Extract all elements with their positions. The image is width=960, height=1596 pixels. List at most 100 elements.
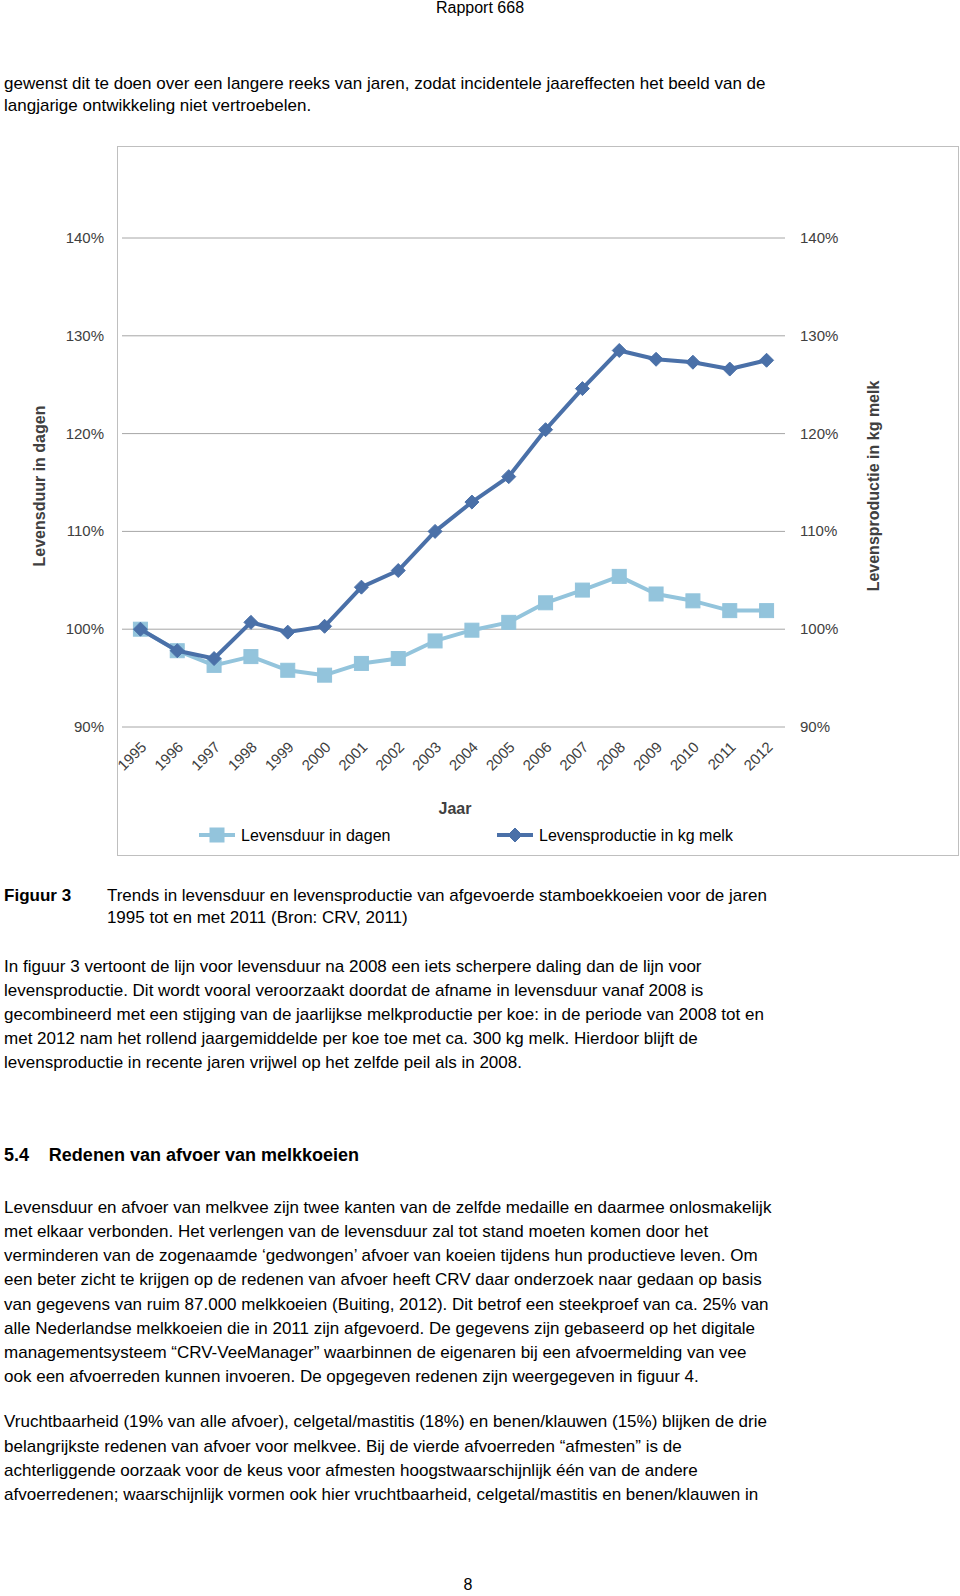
data-point bbox=[465, 623, 479, 637]
data-point bbox=[723, 362, 737, 376]
y-tick-label: 120% bbox=[66, 425, 104, 442]
text-line: In figuur 3 vertoont de lijn voor levens… bbox=[4, 957, 701, 977]
x-tick-label: 2009 bbox=[630, 738, 666, 774]
x-tick-label: 1997 bbox=[188, 738, 224, 774]
text-line: 1995 tot en met 2011 (Bron: CRV, 2011) bbox=[107, 908, 408, 928]
data-point bbox=[281, 625, 295, 639]
text-line: belangrijkste redenen van afvoer voor me… bbox=[4, 1437, 682, 1457]
data-point bbox=[612, 569, 626, 583]
text-line: met elkaar verbonden. Het verlengen van … bbox=[4, 1222, 708, 1242]
page-number: 8 bbox=[0, 1575, 936, 1595]
legend-marker bbox=[508, 828, 522, 842]
x-tick-label: 1996 bbox=[151, 738, 187, 774]
grid-line bbox=[122, 433, 785, 434]
grid-line bbox=[122, 531, 785, 532]
section-number: 5.4 bbox=[4, 1145, 29, 1165]
data-point bbox=[502, 615, 516, 629]
x-tick-label: 2003 bbox=[409, 738, 445, 774]
x-tick-label: 2002 bbox=[372, 738, 408, 774]
data-point bbox=[354, 656, 368, 670]
grid-line bbox=[122, 238, 785, 239]
data-point bbox=[170, 644, 184, 658]
legend-label: Levensproductie in kg melk bbox=[539, 827, 734, 844]
data-point bbox=[649, 587, 663, 601]
data-point bbox=[207, 652, 221, 666]
y-tick-label: 90% bbox=[74, 718, 104, 735]
text-line: alle Nederlandse melkkoeien die in 2011 … bbox=[4, 1319, 755, 1339]
x-tick-label: 2011 bbox=[704, 738, 739, 773]
legend-marker bbox=[210, 828, 224, 842]
data-point bbox=[391, 564, 405, 578]
data-point bbox=[318, 619, 332, 633]
data-point bbox=[575, 583, 589, 597]
data-point bbox=[760, 353, 774, 367]
data-point bbox=[133, 622, 147, 636]
x-tick-label: 2008 bbox=[593, 738, 629, 774]
data-point bbox=[502, 470, 516, 484]
y-tick-label: 130% bbox=[66, 327, 104, 344]
y2-axis-title: Levensproductie in kg melk bbox=[865, 381, 882, 592]
figure-label: Figuur 3 bbox=[4, 886, 71, 906]
text-line: Trends in levensduur en levensproductie … bbox=[107, 886, 767, 906]
data-point bbox=[539, 596, 553, 610]
data-point bbox=[354, 580, 368, 594]
text-line: langjarige ontwikkeling niet vertroebele… bbox=[4, 96, 311, 116]
text-line: verminderen van de zogenaamde ‘gedwongen… bbox=[4, 1246, 758, 1266]
y2-tick-label: 110% bbox=[800, 522, 837, 539]
y-axis-title: Levensduur in dagen bbox=[31, 406, 48, 567]
x-tick-label: 2004 bbox=[445, 738, 481, 774]
chart-frame bbox=[118, 147, 959, 856]
y2-tick-label: 120% bbox=[800, 425, 838, 442]
x-tick-label: 2005 bbox=[482, 738, 518, 774]
x-tick-label: 1995 bbox=[114, 738, 150, 774]
section-title: Redenen van afvoer van melkkoeien bbox=[49, 1145, 359, 1165]
series-group bbox=[133, 343, 773, 682]
x-tick-label: 2001 bbox=[335, 738, 371, 774]
x-axis-title: Jaar bbox=[439, 800, 472, 817]
x-tick-label: 2010 bbox=[666, 738, 702, 774]
y2-tick-label: 100% bbox=[800, 620, 838, 637]
y2-tick-label: 90% bbox=[800, 718, 830, 735]
grid-line bbox=[122, 629, 785, 630]
x-tick-label: 2012 bbox=[740, 738, 776, 774]
data-point bbox=[281, 663, 295, 677]
data-point bbox=[612, 343, 626, 357]
page-header: Rapport 668 bbox=[0, 0, 960, 18]
grid-line bbox=[122, 727, 785, 728]
data-point bbox=[539, 423, 553, 437]
y-tick-label: 140% bbox=[66, 229, 104, 246]
text-line: levensproductie in recente jaren vrijwel… bbox=[4, 1053, 522, 1073]
text-line: afvoerredenen; waarschijnlijk vormen ook… bbox=[4, 1485, 758, 1505]
data-point bbox=[575, 382, 589, 396]
text-line: gewenst dit te doen over een langere ree… bbox=[4, 74, 765, 94]
series-line bbox=[140, 350, 766, 658]
x-tick-label: 2007 bbox=[556, 738, 592, 774]
data-point bbox=[244, 650, 258, 664]
data-point bbox=[318, 668, 332, 682]
text-line: managementsysteem “CRV-VeeManager” waarb… bbox=[4, 1343, 746, 1363]
data-point bbox=[760, 604, 774, 618]
text-line: ook een afvoerreden kunnen invoeren. De … bbox=[4, 1367, 699, 1387]
x-tick-label: 2000 bbox=[298, 738, 334, 774]
text-line: met 2012 nam het rollend jaargemiddelde … bbox=[4, 1029, 698, 1049]
y-tick-label: 100% bbox=[66, 620, 104, 637]
y-tick-label: 110% bbox=[67, 522, 104, 539]
text-line: Vruchtbaarheid (19% van alle afvoer), ce… bbox=[4, 1412, 767, 1432]
text-line: Levensduur en afvoer van melkvee zijn tw… bbox=[4, 1198, 771, 1218]
data-point bbox=[723, 604, 737, 618]
x-tick-label: 1999 bbox=[261, 738, 297, 774]
data-point bbox=[428, 634, 442, 648]
data-point bbox=[465, 495, 479, 509]
text-line: achterliggende oorzaak voor de keus voor… bbox=[4, 1461, 698, 1481]
text-line: van gegevens van ruim 87.000 melkkoeien … bbox=[4, 1295, 769, 1315]
data-point bbox=[686, 594, 700, 608]
data-point bbox=[428, 524, 442, 538]
chart: 90%100%110%120%130%140%90%100%110%120%13… bbox=[0, 0, 960, 1596]
x-tick-label: 1998 bbox=[224, 738, 260, 774]
grid-line bbox=[122, 335, 785, 336]
text-line: gecombineerd met een stijging van de jaa… bbox=[4, 1005, 764, 1025]
series-line bbox=[140, 576, 766, 675]
legend-label: Levensduur in dagen bbox=[241, 827, 390, 844]
y2-tick-label: 140% bbox=[800, 229, 838, 246]
data-point bbox=[244, 615, 258, 629]
